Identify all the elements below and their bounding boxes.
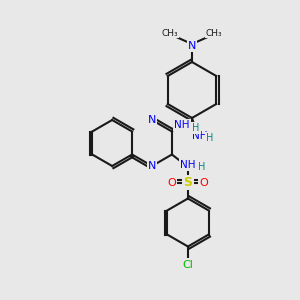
Text: S: S [183,176,192,189]
Text: CH₃: CH₃ [206,28,222,38]
Text: H: H [192,123,200,133]
Text: N: N [188,41,196,51]
Text: O: O [167,178,176,188]
Text: H: H [206,133,214,143]
Text: NH: NH [180,160,196,170]
Text: O: O [200,178,208,188]
Text: N: N [148,161,156,171]
Text: Cl: Cl [182,260,194,269]
Text: NH: NH [192,131,208,141]
Text: N: N [148,115,156,125]
Text: NH: NH [174,120,190,130]
Text: CH₃: CH₃ [162,28,178,38]
Text: H: H [198,161,206,172]
